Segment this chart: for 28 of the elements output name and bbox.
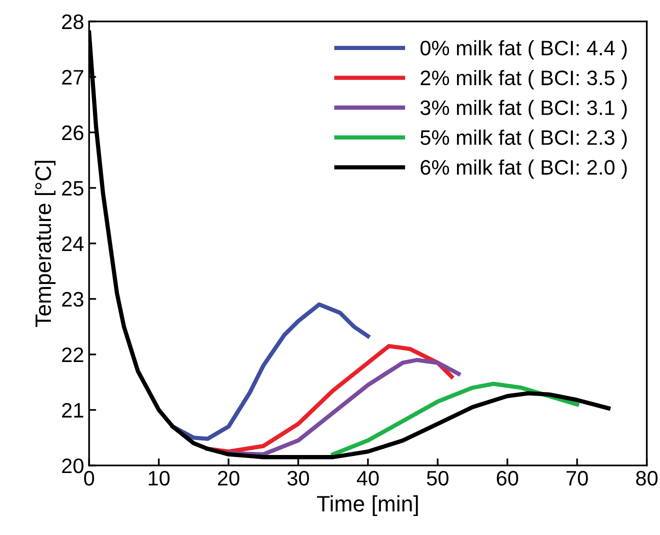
x-axis-title: Time [min] [317, 495, 418, 516]
x-tick-label: 20 [218, 470, 240, 486]
x-tick-label: 80 [636, 470, 658, 486]
y-tick-label: 24 [62, 236, 84, 251]
x-tick-label: 30 [287, 470, 310, 486]
legend-label: 0% milk fat ( BCI: 4.4 ) [420, 40, 627, 60]
line-series [331, 382, 580, 456]
x-tick-label: 50 [426, 470, 448, 486]
y-axis-title: Temperature [°C] [34, 160, 56, 328]
y-tick-label: 28 [62, 14, 84, 30]
legend-label: 6% milk fat ( BCI: 2.0 ) [420, 160, 627, 179]
y-tick-label: 27 [62, 70, 84, 84]
line-series [226, 358, 461, 456]
legend-label: 3% milk fat ( BCI: 3.1 ) [420, 100, 627, 120]
line-series [170, 302, 370, 441]
y-tick-label: 20 [62, 458, 84, 474]
y-tick-label: 22 [62, 347, 84, 362]
y-tick-label: 23 [62, 292, 84, 307]
x-tick-label: 60 [496, 470, 518, 486]
x-tick-label: 70 [566, 470, 588, 486]
y-tick-label: 25 [62, 180, 84, 196]
y-tick-label: 21 [62, 402, 84, 418]
x-tick-label: 10 [148, 470, 170, 486]
x-tick-label: 40 [356, 470, 379, 486]
y-tick-label: 26 [62, 125, 84, 140]
x-tick-label: 0 [84, 470, 94, 486]
legend-label: 5% milk fat ( BCI: 2.3 ) [420, 130, 627, 150]
legend-label: 2% milk fat ( BCI: 3.5 ) [420, 70, 627, 90]
